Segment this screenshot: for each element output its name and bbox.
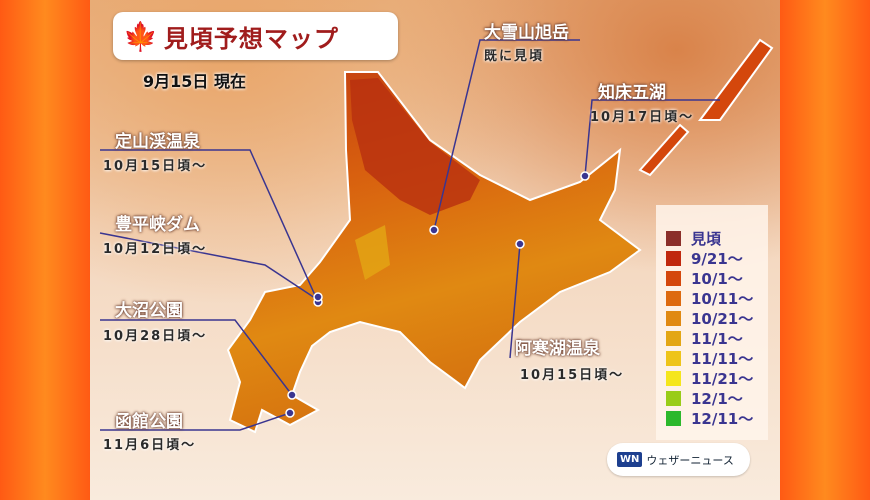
spot-name: 知床五湖 [598,83,666,103]
legend-label: 12/1～ [691,389,743,408]
spot-date: 10月15日頃～ [103,159,208,174]
legend-item: 12/11～ [666,408,768,428]
legend-swatch [666,390,681,406]
legend-item: 9/21～ [666,248,768,268]
kuril-island [698,38,774,121]
title-box: 🍁 見頃予想マップ [113,12,398,60]
spot-name: 函館公園 [115,412,183,432]
legend-swatch [666,250,681,266]
logo-text: ウェザーニュース [646,453,734,467]
legend-item: 11/11～ [666,348,768,368]
legend-swatch [666,410,681,426]
spot-name: 大雪山旭岳 [484,23,569,43]
maple-leaf-icon: 🍁 [123,19,158,53]
legend-label: 見頃 [691,229,722,248]
legend-swatch [666,350,681,366]
legend-swatch [666,330,681,346]
legend-label: 12/11～ [691,409,754,428]
legend-item: 見頃 [666,228,768,248]
hokkaido-island [226,71,642,434]
legend-item: 12/1～ [666,388,768,408]
legend-label: 11/21～ [691,369,754,388]
legend-swatch [666,370,681,386]
legend-item: 11/1～ [666,328,768,348]
legend-item: 11/21～ [666,368,768,388]
legend: 見頃 9/21～ 10/1～ 10/11～ 10/21～ 11/1～ 11/11～ 11/21… [656,205,768,440]
legend-label: 10/1～ [691,269,743,288]
legend-label: 11/11～ [691,349,754,368]
legend-swatch [666,230,681,246]
legend-label: 10/21～ [691,309,754,328]
peak-zone [350,78,480,215]
leader-lines [99,39,720,431]
spot-name: 阿寒湖温泉 [515,339,600,359]
weathernews-logo: WN ウェザーニュース [607,443,750,476]
spot-date: 10月28日頃～ [103,329,208,344]
kuril-island [638,123,690,177]
spot-date: 10月17日頃～ [590,110,695,125]
logo-mark: WN [617,452,643,467]
spot-date: 10月15日頃～ [520,368,625,383]
page-title: 見頃予想マップ [163,24,339,53]
legend-item: 10/1～ [666,268,768,288]
late-zone [355,225,390,280]
legend-label: 11/1～ [691,329,743,348]
legend-label: 9/21～ [691,249,743,268]
spot-name: 大沼公園 [115,301,183,321]
spot-date: 10月12日頃～ [103,242,208,257]
spot-name: 定山渓温泉 [115,132,200,152]
legend-swatch [666,310,681,326]
spot-dots [285,171,590,418]
legend-item: 10/21～ [666,308,768,328]
legend-label: 10/11～ [691,289,754,308]
legend-swatch [666,290,681,306]
as-of-date: 9月15日 現在 [143,72,246,91]
legend-swatch [666,270,681,286]
spot-date: 既に見頃 [484,49,545,64]
spot-name: 豊平峡ダム [115,215,200,235]
legend-item: 10/11～ [666,288,768,308]
spot-date: 11月6日頃～ [103,438,197,453]
